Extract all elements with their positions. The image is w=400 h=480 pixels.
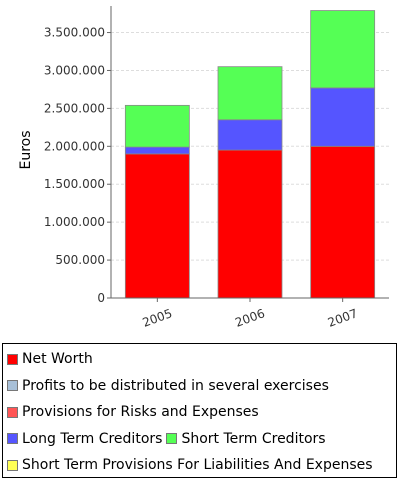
bar-segment [124, 146, 190, 155]
stacked-bar-chart: 0 500.000 1.000.000 1.500.000 2.000.000 2.500… [18, 6, 389, 330]
bar-segment [310, 10, 376, 89]
legend-swatch [7, 353, 18, 365]
bar-segment [217, 66, 283, 121]
bar-segment [310, 145, 376, 299]
y-tick-label: 2.500.000 [44, 101, 105, 115]
legend-row: Long Term Creditors Short Term Creditors [3, 426, 396, 453]
x-tick-label: 2006 [233, 306, 266, 330]
legend-item-net-worth: Net Worth [7, 351, 93, 367]
y-tick-label: 0 [97, 291, 105, 305]
bar-segment [217, 119, 283, 151]
y-tick-label: 3.500.000 [44, 26, 105, 40]
legend-swatch [7, 380, 18, 392]
x-tick-label: 2007 [326, 306, 359, 330]
legend-row: Short Term Provisions For Liabilities An… [3, 452, 396, 477]
y-tick-label: 500.000 [55, 253, 105, 267]
legend-item-long-term-creditors: Long Term Creditors [7, 431, 162, 447]
legend-swatch [7, 406, 18, 418]
legend-label: Net Worth [22, 351, 93, 368]
bar-segment [310, 87, 376, 147]
y-tick-label: 1.500.000 [44, 177, 105, 191]
axes [107, 6, 389, 302]
x-tick-labels: 2005 2006 2007 [141, 306, 360, 330]
legend-label: Provisions for Risks and Expenses [22, 404, 259, 421]
y-tick-labels: 0 500.000 1.000.000 1.500.000 2.000.000 2.500… [44, 26, 105, 305]
legend-item-short-term-provisions: Short Term Provisions For Liabilities An… [7, 457, 373, 473]
legend-swatch [7, 459, 18, 471]
legend-row: Provisions for Risks and Expenses [3, 399, 396, 426]
y-tick-label: 3.000.000 [44, 63, 105, 77]
legend-row: Profits to be distributed in several exe… [3, 373, 396, 400]
legend-item-provisions: Provisions for Risks and Expenses [7, 404, 259, 420]
legend-item-profits: Profits to be distributed in several exe… [7, 378, 329, 394]
bars [124, 10, 376, 299]
y-tick-label: 2.000.000 [44, 139, 105, 153]
legend-label: Long Term Creditors [22, 430, 163, 447]
bar-segment [124, 153, 190, 299]
legend-label: Short Term Provisions For Liabilities An… [22, 457, 373, 474]
legend-label: Short Term Creditors [181, 430, 326, 447]
bar-segment [124, 104, 190, 148]
y-axis-label: Euros [18, 130, 34, 169]
bar-segment [217, 149, 283, 299]
x-tick-label: 2005 [141, 306, 174, 330]
legend-swatch [166, 433, 178, 445]
legend-row: Net Worth [3, 346, 396, 373]
legend-label: Profits to be distributed in several exe… [22, 377, 329, 394]
y-tick-label: 1.000.000 [44, 215, 105, 229]
legend-item-short-term-creditors: Short Term Creditors [166, 430, 326, 447]
legend: Net Worth Profits to be distributed in s… [2, 343, 397, 478]
legend-swatch [7, 433, 18, 445]
